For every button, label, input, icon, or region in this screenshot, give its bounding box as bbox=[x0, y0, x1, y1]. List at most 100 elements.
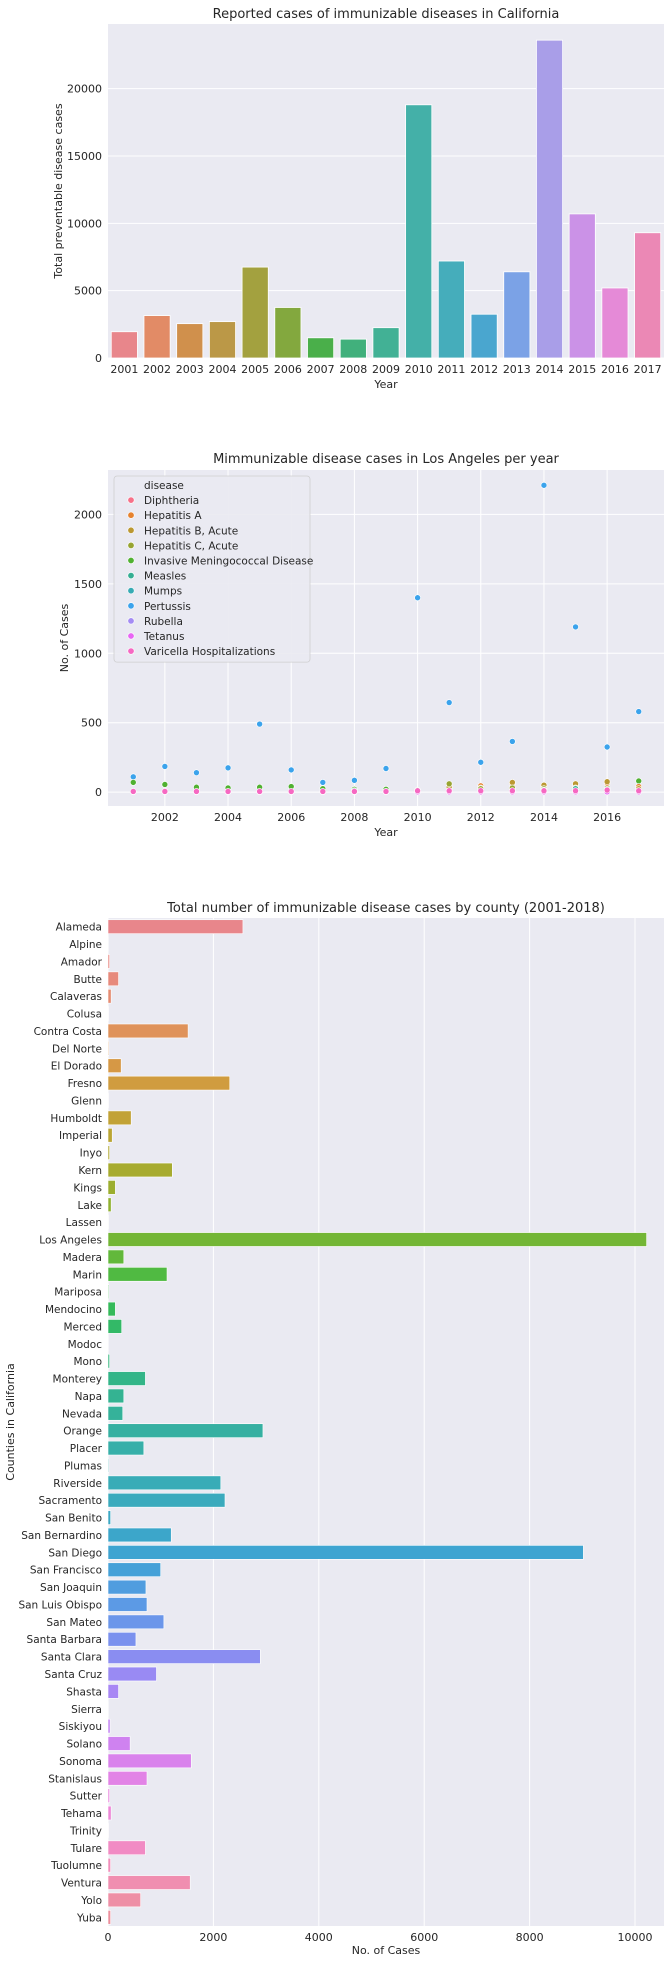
legend-box bbox=[113, 475, 311, 663]
scatter-point bbox=[603, 786, 611, 794]
bar bbox=[107, 1041, 110, 1056]
bar bbox=[107, 1197, 112, 1213]
x-tick-label: 2016 bbox=[593, 811, 621, 824]
y-tick-label: 20000 bbox=[67, 83, 102, 96]
y-tick-label: Lake bbox=[78, 1200, 102, 1212]
x-tick-label: 0 bbox=[105, 1931, 112, 1944]
x-tick-label: 2006 bbox=[277, 811, 305, 824]
y-tick-label: Marin bbox=[73, 1269, 102, 1281]
x-tick-label: 2015 bbox=[568, 363, 596, 376]
scatter-point bbox=[382, 765, 390, 772]
x-tick-label: 2007 bbox=[307, 363, 335, 376]
y-tick-label: San Diego bbox=[48, 1547, 102, 1559]
bar bbox=[107, 1823, 109, 1838]
chart-yearly-cases: 0 5000 10000 15000 20000 2001 2002 2003 2004 2005… bbox=[52, 7, 664, 391]
y-tick-label: Tulare bbox=[70, 1843, 102, 1855]
bar bbox=[107, 1127, 113, 1143]
y-tick-label: 2000 bbox=[74, 508, 102, 521]
bar bbox=[107, 1249, 125, 1265]
chart-county-totals: 0 2000 4000 6000 8000 10000 Alameda Alpine Amado… bbox=[4, 901, 664, 1957]
x-tick-label: 2013 bbox=[503, 363, 531, 376]
legend-marker bbox=[127, 526, 135, 534]
legend-marker bbox=[127, 617, 135, 625]
scatter-point bbox=[256, 788, 263, 795]
legend-title: disease bbox=[144, 480, 184, 492]
bar bbox=[107, 1649, 261, 1664]
y-tick-label: San Mateo bbox=[46, 1617, 102, 1629]
legend-label: Hepatitis B, Acute bbox=[144, 525, 238, 537]
y-tick-label: Monterey bbox=[53, 1374, 102, 1386]
x-tick-label: 2001 bbox=[110, 363, 138, 376]
y-tick-label: Los Angeles bbox=[39, 1235, 102, 1247]
legend-marker bbox=[127, 572, 135, 580]
x-tick-label: 2004 bbox=[208, 363, 236, 376]
bar bbox=[107, 1006, 109, 1021]
y-tick-label: Trinity bbox=[69, 1825, 102, 1837]
bar bbox=[107, 1753, 192, 1769]
legend-label: Pertussis bbox=[144, 601, 191, 613]
y-axis-label: Counties in California bbox=[4, 1363, 17, 1480]
x-tick-label: 2014 bbox=[536, 363, 564, 376]
bar bbox=[208, 321, 236, 359]
x-tick-label: 2006 bbox=[274, 363, 302, 376]
x-tick-label: 2012 bbox=[467, 811, 495, 824]
bar bbox=[107, 1023, 189, 1039]
bar bbox=[107, 1440, 145, 1456]
bar bbox=[107, 1075, 231, 1091]
y-tick-label: San Joaquin bbox=[40, 1582, 102, 1594]
y-axis-label: Total preventable disease cases bbox=[52, 103, 65, 279]
scatter-point bbox=[509, 738, 516, 745]
bar bbox=[601, 287, 629, 359]
y-tick-label: Tuolumne bbox=[50, 1860, 102, 1872]
x-tick-label: 2003 bbox=[176, 363, 204, 376]
y-tick-label: Kings bbox=[73, 1182, 102, 1194]
y-tick-label: San Luis Obispo bbox=[18, 1599, 102, 1611]
y-tick-label: Stanislaus bbox=[48, 1773, 102, 1785]
chart-los-angeles-scatter: 0 500 1000 1500 2000 2002 2004 2006 2008 2010 2012… bbox=[58, 452, 664, 839]
bar bbox=[107, 1145, 110, 1160]
bar bbox=[107, 954, 110, 969]
x-axis-label: No. of Cases bbox=[352, 1944, 421, 1957]
bar bbox=[107, 1214, 109, 1230]
scatter-point bbox=[414, 787, 421, 795]
bar bbox=[176, 323, 204, 359]
bar bbox=[107, 1631, 137, 1647]
bar bbox=[107, 1718, 111, 1734]
scatter-point bbox=[193, 788, 200, 795]
x-tick-label: 2009 bbox=[372, 363, 400, 376]
y-tick-label: Alameda bbox=[56, 922, 102, 934]
bar bbox=[107, 1910, 111, 1925]
y-tick-label: 10000 bbox=[67, 217, 102, 230]
x-tick-label: 2008 bbox=[339, 363, 367, 376]
y-tick-label: Santa Cruz bbox=[45, 1669, 103, 1681]
bar bbox=[107, 1301, 116, 1317]
y-tick-label: Contra Costa bbox=[34, 1026, 102, 1038]
y-tick-label: Merced bbox=[63, 1321, 102, 1333]
bar bbox=[107, 1614, 165, 1630]
bar bbox=[107, 1162, 173, 1178]
bar bbox=[372, 327, 400, 359]
scatter-point bbox=[224, 764, 232, 772]
bar bbox=[503, 271, 531, 359]
y-tick-label: Sacramento bbox=[38, 1495, 102, 1507]
bar bbox=[107, 1458, 110, 1473]
y-tick-label: Mariposa bbox=[54, 1287, 102, 1299]
legend-marker bbox=[127, 647, 135, 655]
y-tick-label: Yuba bbox=[76, 1912, 102, 1924]
y-tick-label: Riverside bbox=[53, 1478, 102, 1490]
y-tick-label: Mendocino bbox=[45, 1304, 102, 1316]
y-tick-label: Santa Clara bbox=[41, 1652, 102, 1664]
legend-label: Invasive Meningococcal Disease bbox=[144, 556, 313, 568]
x-tick-label: 2008 bbox=[340, 811, 368, 824]
y-tick-label: El Dorado bbox=[51, 1061, 102, 1073]
x-tick-label: 2016 bbox=[601, 363, 629, 376]
y-tick-label: Ventura bbox=[61, 1878, 102, 1890]
x-tick-label: 2000 bbox=[199, 1931, 227, 1944]
bar bbox=[107, 971, 119, 987]
bar bbox=[107, 1684, 119, 1699]
x-axis-label: Year bbox=[373, 826, 398, 839]
y-tick-label: Orange bbox=[63, 1426, 102, 1438]
x-tick-label: 6000 bbox=[410, 1931, 438, 1944]
legend-label: Varicella Hospitalizations bbox=[144, 646, 275, 658]
y-tick-label: Tehama bbox=[60, 1808, 102, 1820]
